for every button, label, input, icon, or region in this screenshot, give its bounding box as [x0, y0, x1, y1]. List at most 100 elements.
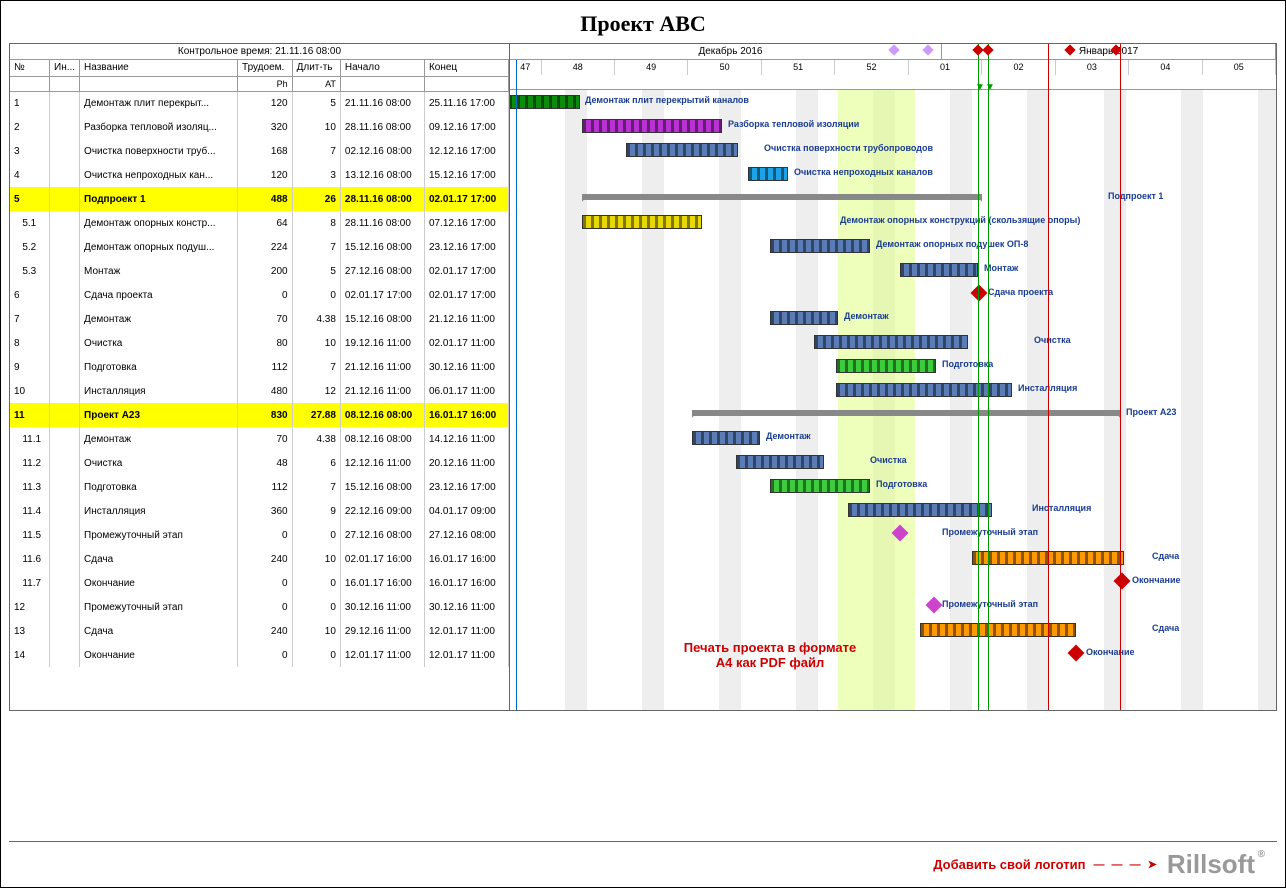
table-row[interactable]: 7Демонтаж704.3815.12.16 08:0021.12.16 11… [10, 307, 509, 331]
cell-end: 04.01.17 09:00 [424, 499, 508, 523]
gantt-bar[interactable] [510, 95, 580, 109]
gantt-summary-bar[interactable] [582, 194, 982, 200]
cell-name: Проект A23 [80, 403, 238, 427]
gantt-bar[interactable] [582, 119, 722, 133]
table-row[interactable]: 14Окончание0012.01.17 11:0012.01.17 11:0… [10, 643, 509, 667]
week-cell: 50 [688, 60, 761, 75]
gantt-bar[interactable] [748, 167, 788, 181]
gantt-bar-label: Очистка [870, 455, 907, 465]
table-row[interactable]: 8Очистка801019.12.16 11:0002.01.17 11:00 [10, 331, 509, 355]
gantt-milestone-icon[interactable] [892, 525, 909, 542]
cell-number: 5.2 [10, 235, 50, 259]
gantt-bar-label: Подпроект 1 [1108, 191, 1163, 201]
gantt-row: Демонтаж плит перекрытий каналов [510, 90, 1276, 114]
table-row[interactable]: 12Промежуточный этап0030.12.16 11:0030.1… [10, 595, 509, 619]
cell-name: Окончание [80, 643, 238, 667]
gantt-bar-label: Окончание [1132, 575, 1181, 585]
col-start[interactable]: Начало [340, 60, 424, 76]
gantt-bar[interactable] [848, 503, 992, 517]
table-row[interactable]: 11.3Подготовка112715.12.16 08:0023.12.16… [10, 475, 509, 499]
gantt-bar[interactable] [836, 383, 1012, 397]
table-row[interactable]: 9Подготовка112721.12.16 11:0030.12.16 11… [10, 355, 509, 379]
table-row[interactable]: 2Разборка тепловой изоляц...3201028.11.1… [10, 115, 509, 139]
cell-duration: 0 [292, 643, 340, 667]
col-number[interactable]: № [10, 60, 50, 76]
gantt-bar-label: Демонтаж [766, 431, 811, 441]
col-name[interactable]: Название [80, 60, 238, 76]
cell-number: 3 [10, 139, 50, 163]
cell-start: 12.12.16 11:00 [340, 451, 424, 475]
table-row[interactable]: 10Инсталляция4801221.12.16 11:0006.01.17… [10, 379, 509, 403]
cell-effort: 112 [238, 355, 293, 379]
gantt-area[interactable]: ▼▼Демонтаж плит перекрытий каналовРазбор… [510, 90, 1276, 710]
table-row[interactable]: 11.5Промежуточный этап0027.12.16 08:0027… [10, 523, 509, 547]
table-row[interactable]: 11Проект A2383027.8808.12.16 08:0016.01.… [10, 403, 509, 427]
gantt-milestone-icon[interactable] [926, 597, 943, 614]
col-end[interactable]: Конец [424, 60, 508, 76]
gantt-summary-bar[interactable] [692, 410, 1120, 416]
cell-start: 27.12.16 08:00 [340, 523, 424, 547]
cell-effort: 112 [238, 475, 293, 499]
table-row[interactable]: 11.7Окончание0016.01.17 16:0016.01.17 16… [10, 571, 509, 595]
cell-number: 11.4 [10, 499, 50, 523]
gantt-bar[interactable] [814, 335, 968, 349]
week-cell: 01 [909, 60, 982, 75]
gantt-milestone-icon[interactable] [1114, 573, 1131, 590]
table-row[interactable]: 5.3Монтаж200527.12.16 08:0002.01.17 17:0… [10, 259, 509, 283]
timeline-marker-line [1120, 44, 1121, 710]
gantt-bar-label: Очистка непроходных каналов [794, 167, 933, 177]
cell-number: 11.6 [10, 547, 50, 571]
week-cell: 03 [1056, 60, 1129, 75]
cell-effort: 240 [238, 619, 293, 643]
cell-indicator [50, 187, 80, 211]
gantt-bar[interactable] [770, 311, 838, 325]
cell-duration: 0 [292, 571, 340, 595]
gantt-bar[interactable] [770, 479, 870, 493]
cell-effort: 80 [238, 331, 293, 355]
gantt-bar[interactable] [736, 455, 824, 469]
gantt-bar[interactable] [836, 359, 936, 373]
table-row[interactable]: 5Подпроект 14882628.11.16 08:0002.01.17 … [10, 187, 509, 211]
table-row[interactable]: 6Сдача проекта0002.01.17 17:0002.01.17 1… [10, 283, 509, 307]
col-indicator[interactable]: Ин... [50, 60, 80, 76]
gantt-bar-label: Демонтаж опорных подушек ОП-8 [876, 239, 1028, 249]
cell-indicator [50, 595, 80, 619]
gantt-row: Промежуточный этап [510, 594, 1276, 618]
table-row[interactable]: 11.4Инсталляция360922.12.16 09:0004.01.1… [10, 499, 509, 523]
table-row[interactable]: 5.1Демонтаж опорных констр...64828.11.16… [10, 211, 509, 235]
cell-number: 11.2 [10, 451, 50, 475]
cell-name: Очистка [80, 331, 238, 355]
gantt-bar-label: Разборка тепловой изоляции [728, 119, 859, 129]
col-effort[interactable]: Трудоем. [238, 60, 293, 76]
gantt-bar[interactable] [626, 143, 738, 157]
cell-indicator [50, 259, 80, 283]
cell-end: 30.12.16 11:00 [424, 355, 508, 379]
gantt-bar[interactable] [582, 215, 702, 229]
gantt-bar[interactable] [692, 431, 760, 445]
table-row[interactable]: 11.2Очистка48612.12.16 11:0020.12.16 11:… [10, 451, 509, 475]
cell-end: 12.01.17 11:00 [424, 643, 508, 667]
print-annotation: Печать проекта в форматеА4 как PDF файл [650, 640, 890, 670]
gantt-bar[interactable] [770, 239, 870, 253]
table-row[interactable]: 5.2Демонтаж опорных подуш...224715.12.16… [10, 235, 509, 259]
gantt-milestone-icon[interactable] [1068, 645, 1085, 662]
gantt-milestone-icon[interactable] [971, 285, 988, 302]
cell-number: 7 [10, 307, 50, 331]
cell-end: 02.01.17 17:00 [424, 187, 508, 211]
gantt-bar[interactable] [900, 263, 978, 277]
table-row[interactable]: 3Очистка поверхности труб...168702.12.16… [10, 139, 509, 163]
table-row[interactable]: 4Очистка непроходных кан...120313.12.16 … [10, 163, 509, 187]
cell-duration: 10 [292, 331, 340, 355]
gantt-row: Демонтаж опорных конструкций (скользящие… [510, 210, 1276, 234]
gantt-panel: Декабрь 2016Январь 2017 4748495051520102… [510, 44, 1276, 710]
cell-number: 11.3 [10, 475, 50, 499]
table-row[interactable]: 11.1Демонтаж704.3808.12.16 08:0014.12.16… [10, 427, 509, 451]
week-cell: 47 [510, 60, 542, 75]
table-row[interactable]: 11.6Сдача2401002.01.17 16:0016.01.17 16:… [10, 547, 509, 571]
gantt-row: Инсталляция [510, 498, 1276, 522]
gantt-bar[interactable] [920, 623, 1076, 637]
col-duration[interactable]: Длит-ть [292, 60, 340, 76]
cell-name: Подпроект 1 [80, 187, 238, 211]
table-row[interactable]: 1Демонтаж плит перекрыт...120521.11.16 0… [10, 91, 509, 115]
table-row[interactable]: 13Сдача2401029.12.16 11:0012.01.17 11:00 [10, 619, 509, 643]
